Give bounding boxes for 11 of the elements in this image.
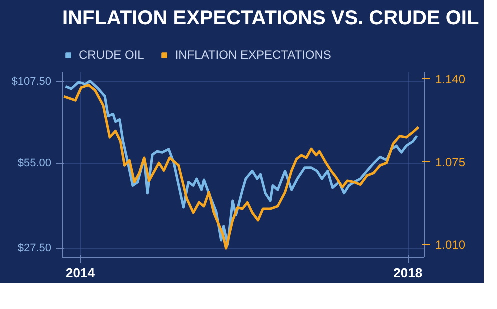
y2-tick-label: 1.075 <box>436 155 466 170</box>
y-tick-label: $27.50 <box>18 242 52 254</box>
x-tick-label: 2018 <box>394 266 423 280</box>
legend-label: INFLATION EXPECTATIONS <box>175 48 332 62</box>
y-tick-label: $55.00 <box>18 158 52 170</box>
y2-tick-label: 1.010 <box>436 238 466 252</box>
legend-label: CRUDE OIL <box>79 48 144 62</box>
chart-title: INFLATION EXPECTATIONS VS. CRUDE OIL <box>62 8 480 30</box>
y-tick-label: $107.50 <box>12 76 52 88</box>
y2-tick-label: 1.140 <box>436 72 466 86</box>
x-tick-label: 2014 <box>66 266 96 280</box>
